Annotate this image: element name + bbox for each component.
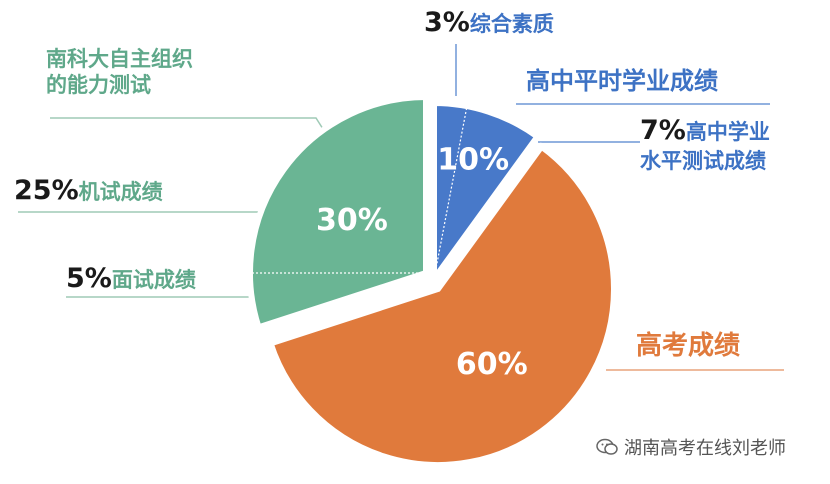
pie-value-label-school: 10% [437,142,509,177]
zonghe-label: 3%综合素质 [424,6,554,40]
ability-label-line1: 南科大自主组织 [46,47,193,71]
xueye-percent: 7% [640,115,686,146]
gaokao-label: 高考成绩 [636,331,741,361]
pie-subdivider-school-0 [433,106,468,280]
watermark: 湖南高考在线刘老师 [596,434,786,460]
wechat-icon [596,438,618,455]
mianshi-percent: 5% [66,263,112,294]
mianshi-label: 5%面试成绩 [66,262,196,296]
watermark-text: 湖南高考在线刘老师 [624,438,786,459]
pie-slice-ability [247,93,429,332]
zonghe-percent: 3% [424,7,470,38]
mianshi-text: 面试成绩 [111,268,196,292]
pie-slice-school [431,99,542,289]
xueye-line2: 水平测试成绩 [640,148,766,173]
pie-value-label-gaokao: 60% [456,347,528,382]
jishi-text: 机试成绩 [78,180,163,204]
jishi-label: 25%机试成绩 [14,174,163,208]
ability-label-line2: 的能力测试 [46,73,151,98]
pie-value-label-ability: 30% [316,203,388,238]
school-title-label: 高中平时学业成绩 [526,67,718,95]
leader-ability [50,117,331,141]
ability-label: 南科大自主组织 的能力测试 [46,46,193,99]
xueye-line1: 高中学业 [685,120,770,144]
xueye-label: 7%高中学业 水平测试成绩 [640,114,770,174]
zonghe-text: 综合素质 [469,12,554,36]
pie-slice-gaokao [266,142,617,468]
jishi-percent: 25% [14,175,79,206]
